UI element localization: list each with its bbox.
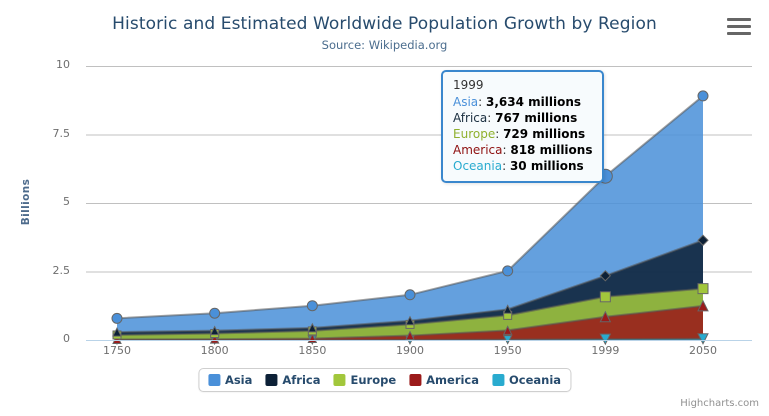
- marker-africa-1900[interactable]: [405, 315, 415, 326]
- tooltip-row: Europe: 729 millions: [453, 127, 586, 141]
- legend-item-america[interactable]: America: [409, 373, 479, 387]
- tooltip-series-name: Oceania: [453, 159, 503, 173]
- marker-america-1800[interactable]: [209, 333, 220, 344]
- tooltip-row: Africa: 767 millions: [453, 111, 578, 125]
- marker-asia-1900[interactable]: [404, 289, 416, 301]
- marker-asia-1850[interactable]: [306, 300, 318, 312]
- chart-legend: Asia Africa Europe America Oceania: [197, 368, 572, 392]
- tooltip-series-value: 729 millions: [503, 127, 586, 141]
- marker-africa-1999[interactable]: [599, 270, 612, 282]
- tooltip-series-name: Europe: [453, 127, 496, 141]
- marker-asia-1750[interactable]: [111, 312, 123, 324]
- legend-swatch-icon: [333, 374, 346, 386]
- legend-item-oceania[interactable]: Oceania: [492, 373, 561, 387]
- tooltip-series-value: 3,634 millions: [486, 95, 582, 109]
- tooltip-series-name: Africa: [453, 111, 488, 125]
- x-axis-tick-label: 1750: [103, 344, 131, 357]
- hamburger-menu-icon[interactable]: [727, 18, 751, 35]
- x-axis-tick-label: 2050: [689, 344, 717, 357]
- legend-item-europe[interactable]: Europe: [333, 373, 396, 387]
- tooltip-series-value: 30 millions: [509, 159, 584, 173]
- marker-europe-1999[interactable]: [599, 291, 611, 303]
- marker-africa-2050[interactable]: [697, 234, 709, 246]
- tooltip-series-name: Asia: [453, 95, 479, 109]
- tooltip-row: America: 818 millions: [453, 143, 593, 157]
- menu-bar-1: [727, 18, 751, 21]
- series-areas: [116, 95, 704, 341]
- x-axis-tick-label: 1900: [396, 344, 424, 357]
- legend-label: Oceania: [509, 373, 562, 387]
- area-asia: [117, 95, 703, 340]
- marker-oceania-2050[interactable]: [697, 333, 709, 345]
- marker-america-1950[interactable]: [502, 325, 513, 335]
- legend-label: Europe: [350, 373, 397, 387]
- tooltip-series-name: America: [453, 143, 503, 157]
- y-axis-tick-label: 2.5: [52, 263, 71, 277]
- marker-asia-1800[interactable]: [209, 307, 221, 319]
- marker-america-1999[interactable]: [599, 310, 612, 323]
- marker-africa-1950[interactable]: [502, 304, 513, 314]
- x-axis-tick-label: 1800: [200, 344, 229, 357]
- legend-label: Asia: [224, 373, 253, 387]
- legend-item-africa[interactable]: Africa: [265, 373, 320, 387]
- marker-africa-1800[interactable]: [209, 325, 220, 336]
- menu-bar-2: [727, 25, 751, 28]
- marker-asia-2050[interactable]: [697, 90, 709, 102]
- marker-africa-1750[interactable]: [112, 326, 122, 337]
- x-axis-tick-label: 1950: [493, 344, 522, 357]
- legend-label: Africa: [282, 373, 321, 387]
- x-axis-tick-label: 1999: [591, 344, 620, 357]
- marker-asia-1950[interactable]: [502, 265, 514, 277]
- tooltip-rows: Asia: 3,634 millions Africa: 767 millions…: [453, 94, 592, 174]
- marker-america-2050[interactable]: [697, 299, 709, 312]
- y-axis-tick-label: 0: [63, 332, 70, 345]
- tooltip-header: 1999: [453, 78, 484, 92]
- legend-swatch-icon: [409, 374, 422, 386]
- legend-swatch-icon: [492, 374, 505, 386]
- chart-tooltip: 1999 Asia: 3,634 millions Africa: 767 mil…: [441, 70, 605, 183]
- series-markers: [111, 90, 709, 346]
- chart-subtitle: Source: Wikipedia.org: [321, 38, 448, 52]
- marker-oceania-1950[interactable]: [502, 335, 513, 345]
- legend-item-asia[interactable]: Asia: [207, 373, 253, 387]
- marker-africa-1850[interactable]: [307, 322, 318, 333]
- legend-swatch-icon: [265, 374, 278, 386]
- menu-bar-3: [727, 32, 751, 35]
- legend-swatch-icon: [207, 374, 220, 386]
- marker-america-1900[interactable]: [405, 330, 415, 341]
- y-axis-tick-label: 7.5: [52, 126, 71, 140]
- y-axis-tick-label: 5: [63, 195, 70, 208]
- marker-europe-2050[interactable]: [697, 283, 709, 295]
- area-america: [117, 305, 703, 340]
- legend-label: America: [426, 373, 480, 387]
- highcharts-watermark: Highcharts.com: [680, 398, 759, 409]
- chart-title: Historic and Estimated Worldwide Populat…: [112, 14, 657, 34]
- tooltip-series-value: 767 millions: [495, 111, 578, 125]
- x-axis-tick-label: 1850: [298, 344, 327, 357]
- marker-oceania-1999[interactable]: [599, 333, 612, 346]
- tooltip-row: Asia: 3,634 millions: [453, 95, 582, 109]
- tooltip-series-value: 818 millions: [510, 143, 593, 157]
- y-axis-tick-label: 10: [56, 58, 70, 71]
- tooltip-row: Oceania: 30 millions: [453, 159, 584, 173]
